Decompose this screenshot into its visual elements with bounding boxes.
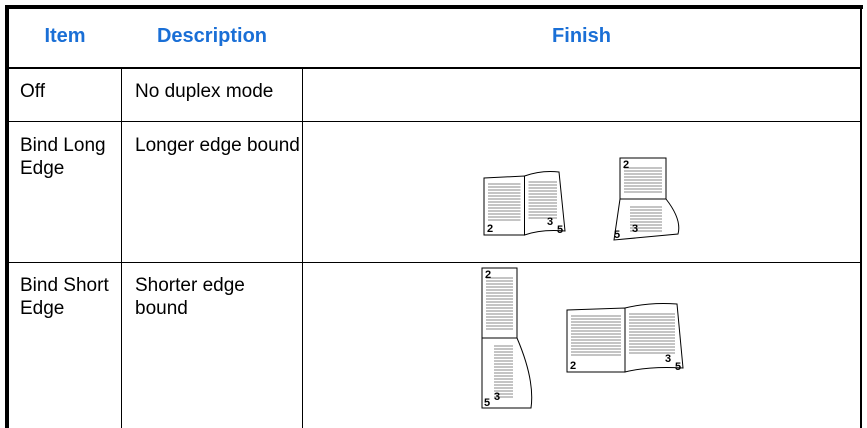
header: Finish [552,25,611,47]
page-number: 2 [485,269,491,281]
rule [121,67,122,428]
page-number: 3 [665,353,671,365]
header: Description [156,25,268,47]
border [5,5,9,428]
finish-icon: 2 5 3 [613,157,680,241]
border [860,5,862,428]
finish-icon: 2 5 3 [481,267,533,409]
item: Bind Long Edge [20,135,106,179]
finish-icon: 2 35 [566,303,684,373]
page-number: 3 [547,216,553,228]
page-number: 5 [614,229,620,241]
page-number: 3 [494,391,500,403]
rule [5,67,862,69]
item: Bind Short Edge [20,275,109,319]
page-number: 5 [484,397,490,409]
page-number: 5 [675,361,681,373]
page-number: 2 [487,223,493,235]
description: Shorter edge bound [135,275,245,319]
finish-icon: 2 35 [483,171,566,236]
item: Off [20,81,45,102]
page-number: 5 [557,224,563,236]
border [5,5,863,9]
description: No duplex mode [135,81,274,102]
rule [5,262,862,263]
page-number: 3 [632,223,638,235]
page-number: 2 [570,360,576,372]
page-number: 2 [623,159,629,171]
rule [5,121,862,122]
rule [302,67,303,428]
description: Longer edge bound [135,135,300,156]
header: Item [44,25,86,47]
